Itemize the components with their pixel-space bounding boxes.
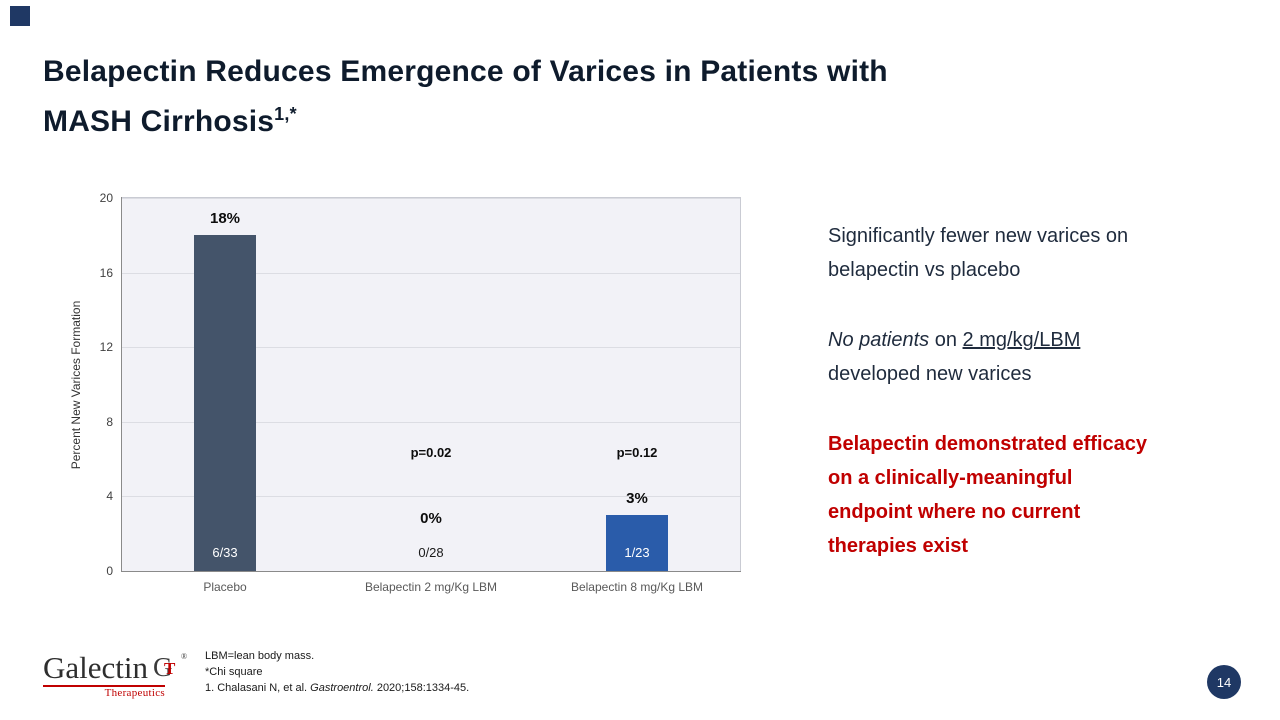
monogram-g: G — [153, 652, 173, 682]
text-segment: on — [929, 329, 963, 351]
title-superscript: 1,* — [274, 104, 297, 124]
accent-square — [10, 6, 30, 26]
category-label-belapectin-8-mg-kg-lbm: Belapectin 8 mg/Kg LBM — [570, 580, 704, 594]
y-axis-title: Percent New Varices Formation — [69, 300, 83, 469]
p-value-label-belapectin-8-mg-kg-lbm: p=0.12 — [616, 445, 658, 460]
y-tick-label: 4 — [106, 489, 113, 504]
footnote-lbm: LBM=lean body mass. — [205, 650, 315, 662]
bar-belapectin-8-mg-kg-lbm — [606, 515, 668, 571]
y-tick-label: 16 — [99, 265, 113, 280]
varices-bar-chart-plot-area: Percent New Varices Formation 0 4 8 12 16 20 1… — [69, 191, 741, 594]
percent-label-belapectin-2-mg-kg-lbm: 0% — [420, 510, 442, 527]
logo-wordmark: Galectin G T ® — [43, 652, 187, 684]
percent-label-placebo: 18% — [209, 210, 241, 228]
page-number: 14 — [1216, 674, 1232, 690]
footnote-reference: 1. Chalasani N, et al. Gastroentrol. 202… — [205, 680, 469, 696]
y-tick-label: 20 — [99, 191, 113, 205]
bar-placebo — [194, 235, 256, 571]
gt-monogram-icon: G T ® — [151, 652, 187, 684]
footnotes: LBM=lean body mass. *Chi square 1. Chala… — [205, 648, 469, 696]
text-segment: 2020;158:1334-45. — [373, 682, 470, 694]
fraction-label-placebo: 6/33 — [212, 545, 238, 560]
gridline — [122, 272, 740, 274]
fraction-label-belapectin-8-mg-kg-lbm: 1/23 — [624, 545, 650, 560]
takeaway-no-patients: No patients on 2 mg/kg/LBM developed new… — [828, 323, 1158, 391]
percent-label-belapectin-8-mg-kg-lbm: 3% — [626, 490, 648, 508]
y-axis-line — [121, 197, 122, 572]
category-label-placebo: Placebo — [203, 580, 247, 594]
y-tick-label: 0 — [106, 564, 113, 578]
p-value-label-belapectin-2-mg-kg-lbm: p=0.02 — [410, 445, 452, 460]
category-label-belapectin-2-mg-kg-lbm: Belapectin 2 mg/Kg LBM — [364, 580, 498, 594]
text-segment: developed new varices — [828, 363, 1032, 385]
text-segment: Gastroentrol. — [310, 682, 374, 694]
gridline — [122, 347, 740, 349]
title-line2: MASH Cirrhosis — [43, 105, 275, 138]
page-number-badge: 14 — [1207, 665, 1241, 699]
logo-divider — [43, 685, 165, 687]
takeaway-efficacy: Belapectin demonstrated efficacy on a cl… — [828, 427, 1158, 563]
logo-subname: Therapeutics — [104, 687, 165, 699]
logo-name: Galectin — [43, 650, 149, 685]
text-segment: 1. Chalasani N, et al. — [205, 682, 311, 694]
text-segment: Belapectin demonstrated efficacy on a cl… — [828, 433, 1147, 557]
galectin-therapeutics-logo: Galectin G T ® Therapeutics — [43, 652, 187, 699]
gridline — [122, 421, 740, 423]
y-tick-label: 8 — [106, 414, 113, 429]
fraction-label-belapectin-2-mg-kg-lbm: 0/28 — [418, 545, 444, 560]
title-line1: Belapectin Reduces Emergence of Varices … — [43, 55, 888, 88]
x-axis-line — [121, 571, 741, 572]
registered-mark: ® — [180, 652, 188, 661]
y-tick-label: 12 — [99, 340, 113, 355]
slide-title: Belapectin Reduces Emergence of Varices … — [43, 50, 888, 143]
text-segment: 2 mg/kg/LBM — [962, 329, 1081, 351]
text-segment: Significantly fewer new varices on belap… — [828, 225, 1129, 281]
footnote-chi-square: *Chi square — [205, 666, 263, 678]
gridline — [122, 198, 740, 199]
takeaway-fewer-varices: Significantly fewer new varices on belap… — [828, 219, 1158, 287]
key-takeaways: Significantly fewer new varices on belap… — [828, 219, 1158, 599]
monogram-t: T — [164, 659, 176, 678]
gridline — [122, 496, 740, 498]
text-segment: No patients — [828, 329, 930, 351]
